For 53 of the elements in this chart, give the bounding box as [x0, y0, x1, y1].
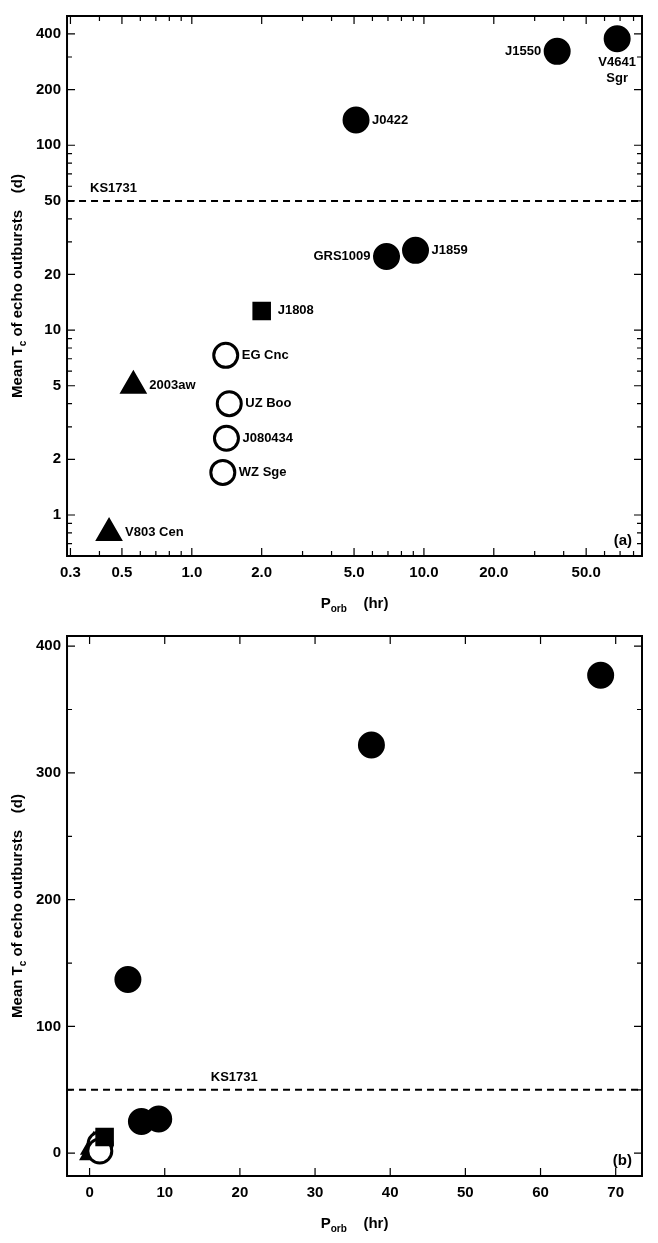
- x-tick-label: 40: [381, 1183, 399, 1201]
- y-tick-label: 0: [52, 1143, 62, 1161]
- y-tick-label: 200: [36, 889, 62, 907]
- y-tick-label: 20: [44, 264, 62, 282]
- point: [145, 1105, 173, 1133]
- annotation: J1808: [277, 302, 314, 318]
- x-tick-label: 50.0: [571, 563, 601, 581]
- annotation: 2003aw: [149, 377, 197, 393]
- y-tick-label: 10: [44, 320, 62, 338]
- y-tick-label: 2: [52, 449, 62, 467]
- x-tick-label: 1.0: [181, 563, 203, 581]
- annotation: V803 Cen: [125, 524, 184, 540]
- annotation: GRS1009: [313, 248, 371, 264]
- y-tick-label: 100: [36, 135, 62, 153]
- point: [114, 966, 142, 994]
- x-tick-label: 0.5: [111, 563, 133, 581]
- y-axis-title: Mean Tc of echo outbursts (d): [8, 794, 28, 1018]
- annotation: J1550: [505, 42, 542, 58]
- x-tick-label: 0: [85, 1183, 94, 1201]
- y-tick-label: 400: [36, 24, 62, 42]
- x-tick-label: 70: [607, 1183, 625, 1201]
- x-tick-label: 30: [306, 1183, 324, 1201]
- x-tick-label: 60: [532, 1183, 549, 1201]
- annotation: EG Cnc: [241, 346, 289, 362]
- annotation: UZ Boo: [245, 395, 292, 411]
- annotation: J0422: [372, 111, 409, 127]
- annotation: WZ Sge: [238, 463, 287, 479]
- x-tick-label: 0.3: [60, 563, 81, 581]
- y-tick-label: 200: [36, 79, 62, 97]
- y-tick-label: 100: [36, 1016, 62, 1034]
- ref-line-label: KS1731: [210, 1068, 258, 1084]
- annotation: V4641 Sgr: [598, 54, 636, 86]
- y-tick-label: 300: [36, 763, 62, 781]
- y-tick-label: 1: [52, 505, 62, 523]
- y-tick-label: 400: [36, 636, 62, 654]
- point: [95, 1127, 114, 1147]
- point: [587, 661, 615, 689]
- x-tick-label: 2.0: [251, 563, 273, 581]
- y-tick-label: 50: [44, 191, 62, 209]
- annotation: (a): [613, 530, 632, 548]
- y-axis-title: Mean Tc of echo outbursts (d): [8, 174, 28, 398]
- y-tick-label: 5: [52, 375, 62, 393]
- ref-line-label: KS1731: [90, 179, 138, 195]
- annotation: J1859: [431, 241, 468, 257]
- point: [357, 731, 385, 759]
- x-tick-label: 50: [457, 1183, 474, 1201]
- x-tick-label: 10.0: [409, 563, 439, 581]
- annotation: (b): [612, 1150, 632, 1168]
- annotation: J080434: [242, 429, 294, 445]
- x-tick-label: 20.0: [479, 563, 509, 581]
- x-tick-label: 10: [156, 1183, 174, 1201]
- x-tick-label: 20: [231, 1183, 249, 1201]
- x-tick-label: 5.0: [343, 563, 365, 581]
